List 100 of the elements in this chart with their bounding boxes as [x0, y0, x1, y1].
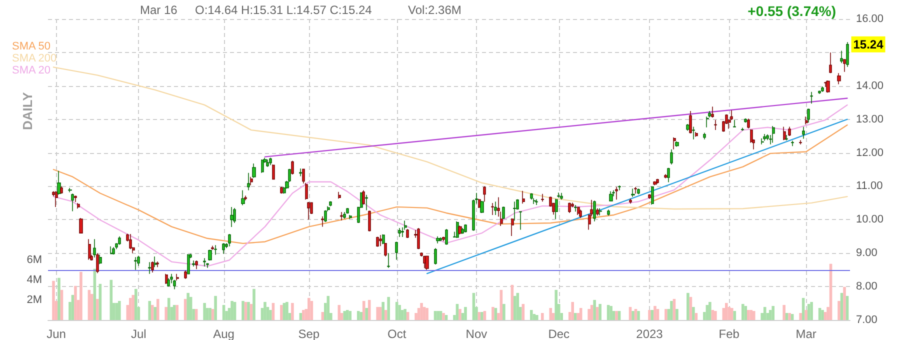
- candlestick: [445, 228, 448, 246]
- candlestick: [568, 202, 571, 214]
- text: DAILY: [20, 92, 35, 130]
- candlestick: [772, 126, 775, 144]
- candlestick: [837, 72, 841, 85]
- bar: [286, 302, 288, 320]
- candlestick: [519, 210, 522, 230]
- y-tick-label: 10.00: [856, 214, 884, 226]
- bar: [664, 308, 668, 320]
- bar: [725, 302, 728, 320]
- y-tick-label: 8.00: [856, 280, 878, 293]
- candlestick: [766, 134, 769, 140]
- candlestick: [57, 170, 61, 195]
- candlestick: [250, 176, 253, 186]
- bar: [338, 304, 341, 320]
- bar: [730, 308, 734, 320]
- candlestick: [184, 270, 187, 280]
- candlestick: [703, 132, 706, 140]
- candlestick: [799, 140, 802, 145]
- bar: [208, 308, 212, 320]
- x-tick-label: Jun: [46, 327, 66, 340]
- candlestick: [151, 261, 154, 273]
- bar: [782, 304, 786, 320]
- candlestick: [829, 52, 832, 74]
- bar: [186, 292, 190, 320]
- x-tick-label: Mar: [796, 327, 816, 340]
- candlestick: [530, 192, 533, 200]
- bar: [132, 294, 135, 320]
- candlestick: [382, 234, 385, 244]
- x-tick-label: 2023: [636, 327, 664, 340]
- candlestick: [714, 120, 717, 130]
- bar: [360, 312, 363, 320]
- candlestick: [480, 200, 484, 214]
- candlestick: [747, 118, 750, 129]
- bar: [610, 306, 612, 320]
- bar: [692, 306, 695, 320]
- bar: [203, 302, 206, 320]
- candlestick: [840, 50, 843, 64]
- candlestick: [417, 228, 420, 250]
- text: Vol:2.36M: [408, 3, 462, 17]
- candlestick: [324, 210, 327, 222]
- bar: [843, 286, 846, 320]
- candlestick: [818, 90, 821, 94]
- candlestick: [535, 198, 538, 206]
- bar: [763, 306, 766, 320]
- candlestick: [791, 140, 794, 146]
- bar: [593, 300, 596, 320]
- candlestick: [656, 178, 659, 184]
- candlestick: [55, 190, 58, 208]
- bar: [615, 310, 618, 320]
- candlestick: [670, 149, 673, 165]
- y-tick-label: 11.00: [856, 180, 883, 192]
- candlestick: [60, 186, 63, 194]
- candlestick: [788, 126, 791, 136]
- candlestick: [338, 192, 341, 199]
- candlestick: [456, 220, 459, 238]
- bar: [790, 314, 794, 320]
- candlestick: [93, 238, 96, 258]
- candlestick: [555, 198, 558, 220]
- bar: [540, 312, 544, 320]
- bar: [291, 302, 294, 320]
- bar: [365, 308, 368, 320]
- candlestick: [176, 273, 179, 281]
- candlestick: [599, 208, 602, 216]
- candlestick: [425, 255, 429, 270]
- bar: [404, 308, 406, 320]
- candlestick: [387, 252, 390, 268]
- candlestick: [384, 242, 387, 257]
- candlestick: [398, 228, 401, 238]
- bar: [382, 302, 384, 320]
- candlestick: [280, 186, 283, 194]
- bar: [154, 306, 157, 320]
- candlestick: [165, 273, 168, 284]
- candlestick: [461, 228, 464, 234]
- candlestick: [211, 245, 214, 250]
- candlestick: [805, 116, 808, 125]
- bar: [343, 310, 346, 320]
- candlestick: [673, 136, 676, 150]
- candlestick: [502, 206, 505, 220]
- y-tick-label: 16.00: [856, 13, 884, 25]
- candlestick: [689, 110, 692, 134]
- text: O:14.64 H:15.31 L:14.57 C:15.24: [195, 3, 372, 17]
- y-tick-label: 14.00: [856, 80, 884, 92]
- bar: [549, 308, 552, 320]
- line-series: [52, 124, 848, 244]
- candlestick: [436, 236, 440, 244]
- candlestick: [395, 241, 398, 260]
- candlestick: [577, 206, 580, 216]
- candlestick: [744, 118, 747, 124]
- bar: [530, 310, 533, 320]
- bar: [148, 300, 152, 320]
- bar: [514, 296, 516, 320]
- candlestick: [71, 193, 74, 212]
- bar: [356, 310, 360, 320]
- candlestick: [406, 228, 409, 238]
- candlestick: [667, 167, 670, 183]
- candlestick: [458, 225, 462, 235]
- text: Mar 16: [140, 3, 178, 17]
- bar: [252, 288, 256, 320]
- bar: [838, 300, 840, 320]
